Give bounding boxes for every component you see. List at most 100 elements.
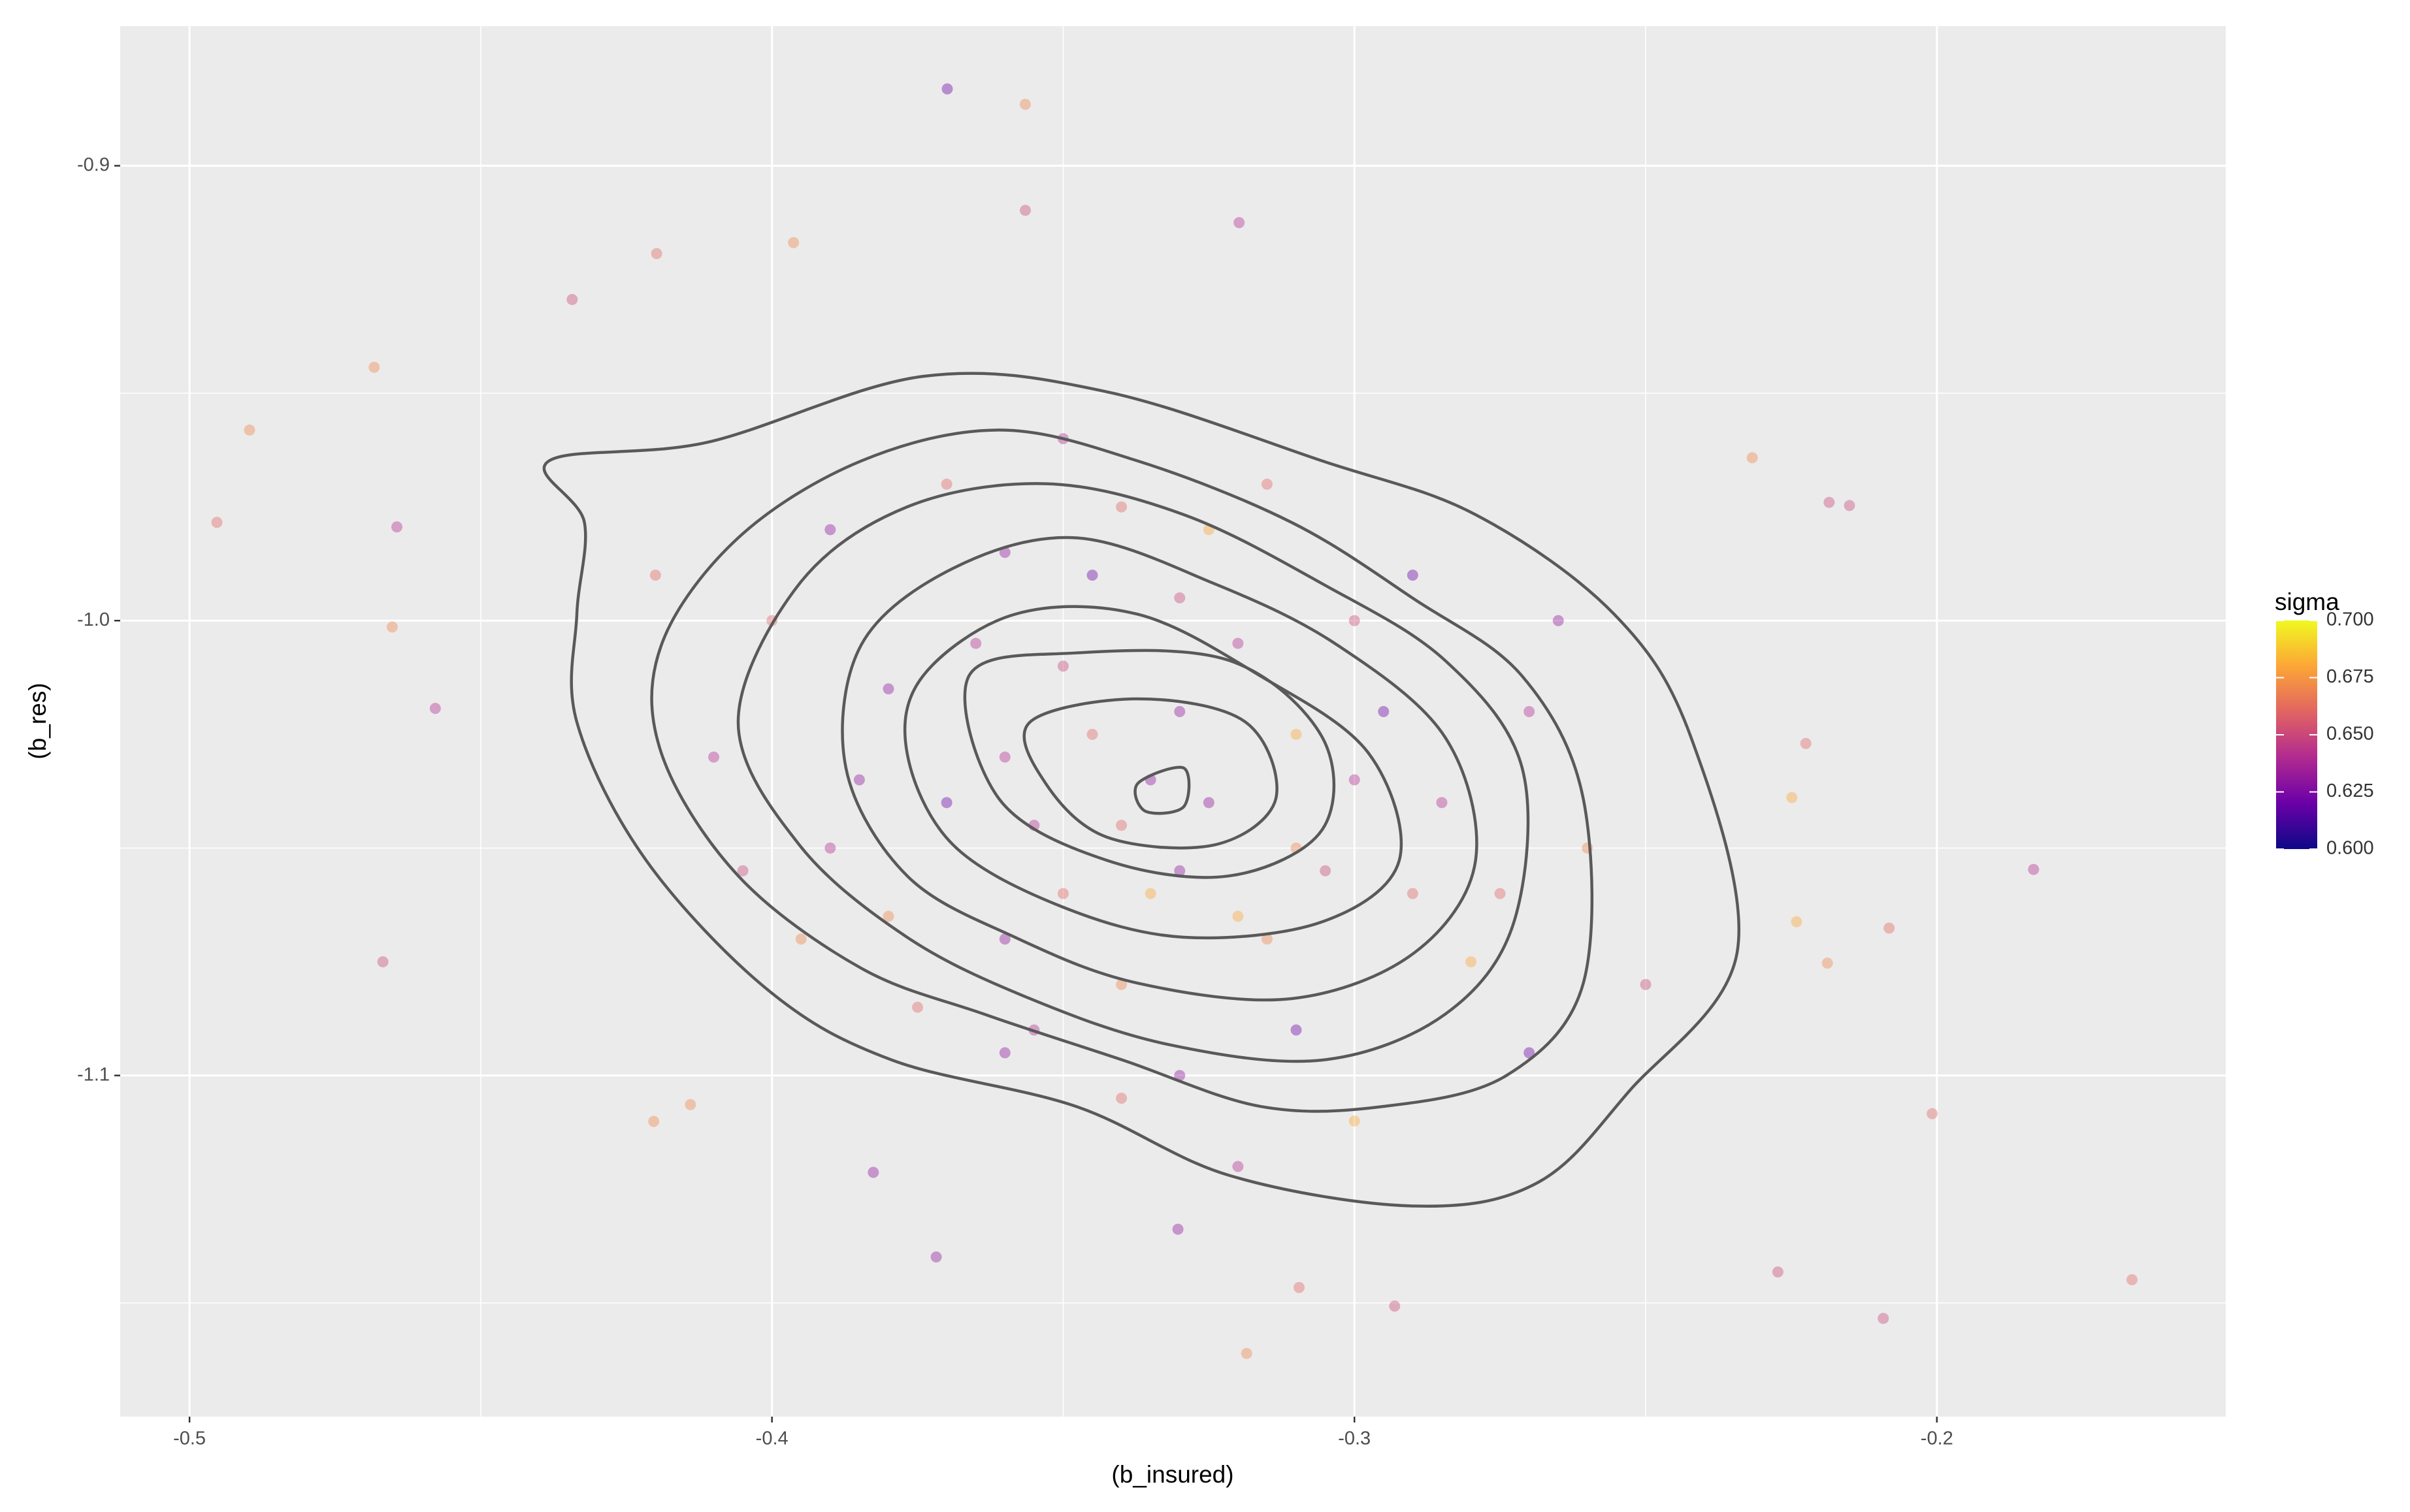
point bbox=[649, 570, 661, 581]
point bbox=[1523, 706, 1535, 718]
point bbox=[1878, 1313, 1889, 1325]
point bbox=[1116, 820, 1128, 831]
point bbox=[788, 237, 800, 249]
point bbox=[429, 703, 441, 715]
y-tick-label: -1.1 bbox=[77, 1064, 110, 1085]
point bbox=[1791, 916, 1802, 927]
point bbox=[1116, 501, 1128, 513]
y-axis-title: (b_res) bbox=[24, 683, 51, 759]
colorbar-label: 0.625 bbox=[2326, 780, 2374, 801]
point bbox=[930, 1251, 942, 1263]
point bbox=[999, 751, 1011, 763]
point bbox=[1348, 774, 1360, 786]
colorbar-label: 0.650 bbox=[2326, 724, 2374, 745]
point bbox=[1821, 957, 1833, 969]
point bbox=[1057, 888, 1069, 899]
point bbox=[377, 956, 389, 968]
point bbox=[2028, 863, 2040, 875]
point bbox=[1348, 1115, 1360, 1127]
point bbox=[1378, 706, 1390, 718]
point bbox=[1057, 660, 1069, 672]
point bbox=[853, 774, 865, 786]
point bbox=[883, 683, 894, 695]
point bbox=[1436, 797, 1448, 809]
point bbox=[999, 933, 1011, 945]
point bbox=[708, 751, 720, 763]
point bbox=[1844, 500, 1855, 511]
point bbox=[868, 1166, 879, 1178]
point bbox=[1086, 570, 1098, 581]
point bbox=[1523, 1047, 1535, 1059]
point bbox=[1172, 1223, 1184, 1235]
point bbox=[941, 797, 953, 809]
contour bbox=[1022, 697, 1278, 850]
point bbox=[1927, 1108, 1938, 1119]
point bbox=[1494, 888, 1506, 899]
colorbar-label: 0.700 bbox=[2326, 609, 2374, 630]
point bbox=[391, 521, 402, 533]
point bbox=[1203, 797, 1214, 809]
point bbox=[1116, 1092, 1128, 1104]
colorbar-label: 0.675 bbox=[2326, 666, 2374, 687]
point bbox=[1465, 956, 1477, 968]
point bbox=[1407, 888, 1418, 899]
contour bbox=[841, 536, 1478, 1002]
point bbox=[1772, 1266, 1783, 1278]
point bbox=[1174, 706, 1186, 718]
point bbox=[795, 933, 807, 945]
contour bbox=[542, 372, 1740, 1208]
point bbox=[1261, 933, 1273, 945]
point bbox=[1241, 1347, 1252, 1359]
point bbox=[1746, 452, 1758, 464]
point bbox=[1261, 478, 1273, 490]
point bbox=[1174, 1070, 1186, 1082]
point bbox=[883, 910, 894, 922]
point bbox=[1552, 615, 1564, 626]
point bbox=[1116, 978, 1128, 990]
y-tick-label: -1.0 bbox=[77, 609, 110, 630]
point bbox=[211, 517, 223, 528]
point bbox=[1823, 496, 1835, 508]
point bbox=[386, 621, 398, 633]
point bbox=[1294, 1281, 1305, 1293]
point bbox=[737, 865, 749, 877]
point bbox=[685, 1099, 696, 1110]
point bbox=[1786, 792, 1798, 803]
x-tick-label: -0.2 bbox=[1921, 1428, 1953, 1449]
contour bbox=[736, 482, 1530, 1063]
point bbox=[1232, 910, 1244, 922]
x-tick-label: -0.4 bbox=[756, 1428, 789, 1449]
contour bbox=[650, 428, 1594, 1113]
point bbox=[1800, 737, 1812, 749]
point bbox=[1232, 1161, 1244, 1172]
y-tick-label: -0.9 bbox=[77, 154, 110, 175]
point bbox=[941, 83, 953, 95]
point bbox=[566, 294, 578, 306]
colorbar-label: 0.600 bbox=[2326, 838, 2374, 859]
point bbox=[1290, 1024, 1302, 1036]
contour bbox=[1133, 765, 1191, 815]
x-tick-label: -0.5 bbox=[173, 1428, 206, 1449]
legend-title: sigma bbox=[2275, 588, 2339, 615]
point bbox=[941, 478, 953, 490]
point bbox=[1232, 637, 1244, 649]
point bbox=[1320, 865, 1331, 877]
point bbox=[1019, 99, 1031, 110]
x-tick-label: -0.3 bbox=[1338, 1428, 1371, 1449]
point bbox=[1145, 888, 1156, 899]
panel bbox=[120, 26, 2226, 1417]
contour bbox=[903, 605, 1403, 940]
point bbox=[1883, 922, 1895, 934]
point bbox=[368, 361, 380, 373]
point bbox=[1174, 865, 1186, 877]
point bbox=[1640, 978, 1652, 990]
point bbox=[1407, 570, 1418, 581]
point bbox=[999, 1047, 1011, 1059]
point bbox=[1290, 728, 1302, 740]
point bbox=[651, 248, 662, 259]
point bbox=[824, 842, 836, 854]
point bbox=[1233, 217, 1245, 229]
point bbox=[1389, 1300, 1401, 1312]
point bbox=[648, 1116, 660, 1127]
